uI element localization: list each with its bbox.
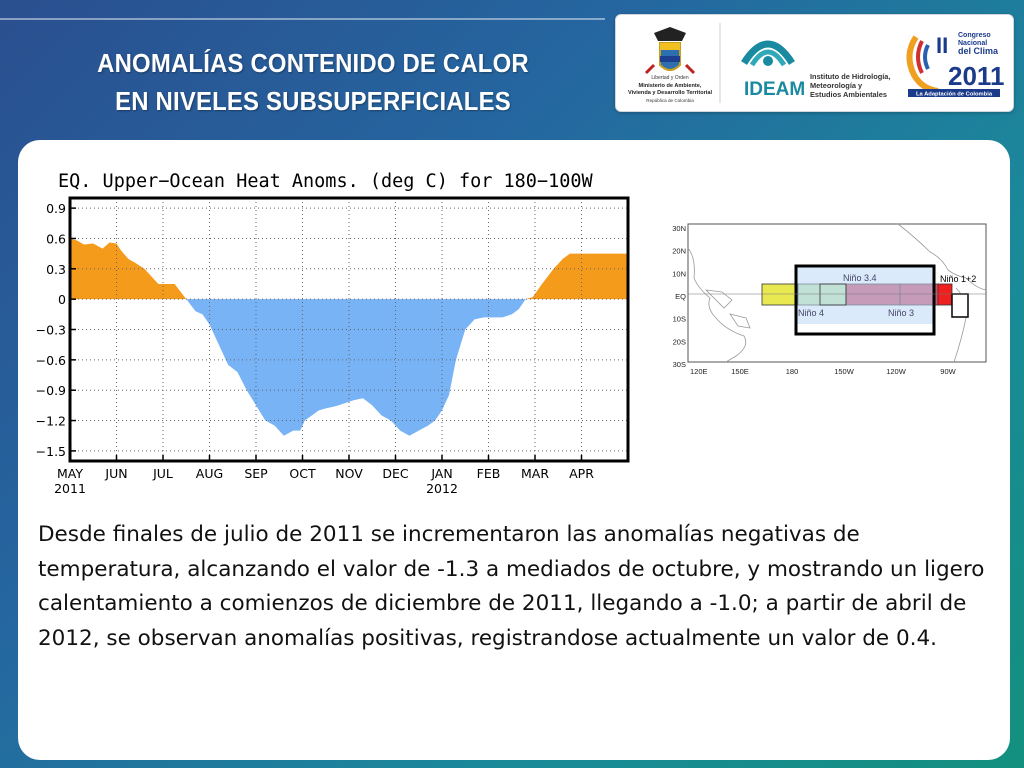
x-tick-label: SEP	[244, 466, 268, 481]
ideam-text-line-1: Instituto de Hidrología,	[810, 72, 890, 81]
x-tick-label: MAY	[57, 466, 83, 481]
x-tick-label: FEB	[477, 466, 501, 481]
nino-12-label: Niño 1+2	[940, 274, 976, 284]
x-tick-label: AUG	[196, 466, 223, 481]
ministry-text-line-1: Libertad y Orden	[651, 75, 688, 81]
nino-34-box	[794, 264, 936, 336]
x-tick-label: DEC	[382, 466, 409, 481]
map-lon-label: 150E	[731, 367, 749, 376]
x-tick-label: JAN	[430, 466, 452, 481]
x-tick-label: JUN	[104, 466, 127, 481]
y-tick-label: −1.2	[36, 414, 66, 429]
map-lat-label: 20N	[672, 247, 686, 256]
x-tick-year-label: 2011	[54, 481, 86, 496]
nino-12-box	[937, 283, 953, 306]
nino-34-label: Niño 3.4	[843, 273, 877, 283]
nino-4-west-box	[761, 283, 799, 306]
nino-regions-map: 30N 20N 10N EQ 10S 20S 30S 120E 150E 180 150W 120W…	[672, 223, 987, 376]
y-tick-label: 0.3	[46, 262, 66, 277]
map-lon-label: 150W	[834, 367, 855, 376]
positive-anomaly-area	[70, 238, 628, 300]
negative-anomaly-area	[70, 299, 628, 436]
description-paragraph: Desde finales de julio de 2011 se increm…	[38, 522, 985, 651]
plot-frame	[68, 196, 630, 463]
x-tick-label: MAR	[521, 466, 549, 481]
nino-12-outline-box	[951, 293, 969, 318]
nino-4-label: Niño 4	[798, 308, 824, 318]
map-lat-label: 10S	[673, 315, 686, 324]
nino-3-label: Niño 3	[888, 308, 914, 318]
y-tick-label: −0.6	[36, 353, 66, 368]
x-tick-year-label: 2012	[426, 481, 458, 496]
slide-title: ANOMALÍAS CONTENIDO DE CALOR EN NIVELES …	[51, 44, 575, 120]
x-tick-label: APR	[569, 466, 594, 481]
y-tick-label: −0.3	[36, 323, 66, 338]
heat-anomaly-chart: EQ. Upper−Ocean Heat Anoms. (deg C) for …	[36, 171, 630, 496]
y-tick-label: 0.6	[46, 231, 66, 246]
map-lon-label: 180	[786, 367, 799, 376]
congress-text-line-2: Nacional	[958, 40, 987, 47]
ministry-text-line-2: Ministerio de Ambiente,	[639, 83, 702, 89]
x-tick-label: OCT	[289, 466, 316, 481]
congreso-clima-logo: II Congreso Nacional del Clima 2011 La A…	[906, 32, 1004, 98]
y-tick-label: 0.9	[46, 201, 66, 216]
x-tick-label: JUL	[152, 466, 173, 481]
congress-tagline: La Adaptación de Colombia	[916, 92, 993, 98]
colombia-coat-of-arms-logo: Libertad y Orden Ministerio de Ambiente,…	[628, 27, 712, 103]
slide-title-line-2: EN NIVELES SUBSUPERFICIALES	[115, 86, 511, 116]
congress-text-line-3: del Clima	[958, 46, 999, 56]
map-lon-label: 90W	[940, 367, 956, 376]
map-lon-label: 120W	[886, 367, 907, 376]
ministry-text-line-3: Vivienda y Desarrollo Territorial	[628, 90, 712, 96]
congress-roman: II	[936, 33, 948, 58]
ministry-text-line-4: República de Colombia	[646, 98, 694, 103]
ideam-name: IDEAM	[744, 79, 805, 100]
slide-title-line-1: ANOMALÍAS CONTENIDO DE CALOR	[97, 48, 529, 78]
map-lon-label: 120E	[690, 367, 708, 376]
x-tick-label: NOV	[335, 466, 363, 481]
congress-text-line-1: Congreso	[958, 32, 991, 39]
map-lat-label: 10N	[672, 269, 686, 278]
ideam-text-line-3: Estudios Ambientales	[810, 90, 887, 99]
chart-title: EQ. Upper−Ocean Heat Anoms. (deg C) for …	[58, 171, 593, 192]
nino-4-inner-box	[819, 283, 847, 306]
ideam-logo: IDEAM Instituto de Hidrología, Meteorolo…	[741, 40, 890, 100]
ideam-text-line-2: Meteorología y	[810, 81, 863, 90]
nino-34-fill	[796, 266, 934, 324]
map-lat-label: 30N	[672, 224, 686, 233]
top-rule-line	[0, 18, 605, 20]
map-lat-label: 20S	[673, 337, 686, 346]
map-lat-label: 30S	[673, 360, 686, 369]
y-tick-label: −0.9	[36, 383, 66, 398]
y-tick-label: −1.5	[36, 444, 66, 459]
congress-year: 2011	[948, 61, 1004, 91]
logos-banner: Libertad y Orden Ministerio de Ambiente,…	[615, 14, 1014, 112]
y-tick-label: 0	[58, 292, 66, 307]
map-lat-label: EQ	[675, 292, 686, 301]
